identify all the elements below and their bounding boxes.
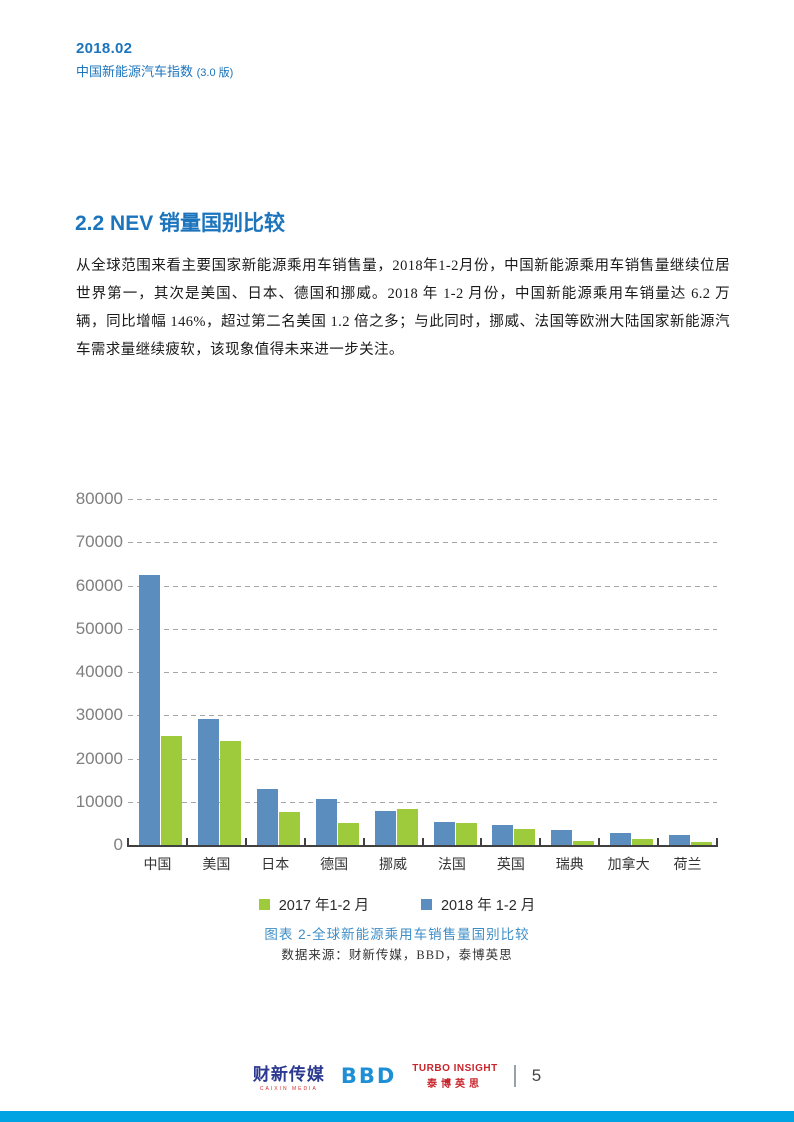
y-axis-tick-label: 0 <box>113 835 123 854</box>
bar-2018 年 1-2 月-瑞典 <box>551 829 573 845</box>
bar-2017 年1-2 月-法国 <box>455 822 477 845</box>
x-axis-tick-mark <box>303 838 306 846</box>
legend-label: 2017 年1-2 月 <box>278 897 369 914</box>
footer-divider <box>513 1065 516 1087</box>
turbo-logo-english: TURBO INSIGHT <box>412 1062 498 1074</box>
bar-2018 年 1-2 月-德国 <box>315 799 337 845</box>
bottom-accent-bar <box>0 1111 794 1122</box>
header-issue-date: 2018.02 <box>76 40 133 57</box>
bar-2017 年1-2 月-德国 <box>337 822 359 845</box>
bar-2018 年 1-2 月-美国 <box>197 718 219 845</box>
x-axis-tick-mark <box>598 838 601 846</box>
x-category-label: 瑞典 <box>555 856 584 872</box>
x-axis-tick-mark <box>539 838 542 846</box>
y-axis-tick-label: 60000 <box>75 575 123 595</box>
page-footer: 财新传媒 CAIXIN MEDIA BBD TURBO INSIGHT 泰博英思… <box>0 1056 794 1096</box>
x-category-label: 挪威 <box>379 856 408 872</box>
bar-2018 年 1-2 月-挪威 <box>374 811 396 845</box>
x-axis-tick-mark <box>127 838 129 846</box>
header-publication-title: 中国新能源汽车指数 (3.0 版) <box>76 61 233 80</box>
bar-2018 年 1-2 月-法国 <box>433 822 455 845</box>
bar-2017 年1-2 月-挪威 <box>396 808 418 845</box>
chart-legend: 2017 年1-2 月 2018 年 1-2 月 <box>0 893 794 915</box>
bar-2017 年1-2 月-加拿大 <box>632 839 654 845</box>
publication-version: (3.0 版) <box>196 67 234 79</box>
page-number: 5 <box>531 1066 542 1085</box>
x-category-label: 日本 <box>261 856 290 872</box>
grid-line <box>128 585 717 587</box>
x-axis-tick-mark <box>716 838 718 846</box>
turbo-logo-chinese: 泰博英思 <box>426 1078 483 1090</box>
section-title: 2.2 NEV 销量国别比较 <box>75 212 286 235</box>
grid-line <box>128 499 717 500</box>
bar-2018 年 1-2 月-荷兰 <box>669 834 691 845</box>
publication-name: 中国新能源汽车指数 <box>76 64 194 79</box>
y-axis-tick-label: 20000 <box>75 748 123 768</box>
grid-line <box>128 542 717 544</box>
bar-2018 年 1-2 月-日本 <box>256 789 278 845</box>
bar-2017 年1-2 月-中国 <box>161 735 182 845</box>
legend-item: 2017 年1-2 月 <box>258 894 369 915</box>
y-axis-tick-label: 40000 <box>75 662 123 681</box>
bar-2017 年1-2 月-英国 <box>514 829 536 845</box>
bar-2018 年 1-2 月-加拿大 <box>610 833 632 845</box>
bbd-logo: BBD <box>340 1064 397 1088</box>
turbo-insight-logo: TURBO INSIGHT 泰博英思 <box>412 1063 497 1090</box>
grid-line <box>128 628 717 630</box>
grid-line <box>128 801 717 803</box>
bar-2017 年1-2 月-瑞典 <box>573 841 595 845</box>
x-axis-tick-mark <box>244 838 247 846</box>
legend-swatch <box>258 898 270 910</box>
legend-item: 2018 年 1-2 月 <box>420 894 536 915</box>
x-axis-tick-mark <box>362 838 365 846</box>
body-paragraph: 从全球范围来看主要国家新能源乘用车销售量，2018年1-2月份，中国新能源乘用车… <box>76 258 730 358</box>
y-axis-tick-label: 50000 <box>75 618 123 638</box>
y-axis-tick-label: 80000 <box>75 489 123 508</box>
legend-swatch <box>420 898 432 910</box>
x-axis-tick-mark <box>657 838 660 846</box>
bar-2018 年 1-2 月-中国 <box>139 574 160 845</box>
x-category-label: 英国 <box>496 856 525 872</box>
page-header: 2018.02 中国新能源汽车指数 (3.0 版) <box>76 40 233 80</box>
x-category-label: 德国 <box>320 856 349 872</box>
caixin-logo-text: 财新传媒 <box>252 1065 325 1084</box>
bar-2017 年1-2 月-日本 <box>278 812 300 845</box>
x-category-label: 美国 <box>202 856 231 872</box>
bar-2018 年 1-2 月-英国 <box>492 825 514 845</box>
grid-line <box>128 672 717 673</box>
figure-caption: 图表 2-全球新能源乘用车销售量国别比较 <box>264 927 530 942</box>
x-category-label: 荷兰 <box>673 856 702 872</box>
caixin-media-logo: 财新传媒 CAIXIN MEDIA <box>253 1060 325 1092</box>
x-axis-tick-mark <box>185 838 188 846</box>
y-axis-tick-label: 10000 <box>75 791 123 811</box>
x-category-label: 加拿大 <box>607 856 650 872</box>
grid-line <box>128 715 717 717</box>
legend-label: 2018 年 1-2 月 <box>440 897 536 914</box>
x-axis-line <box>127 845 718 847</box>
bar-2017 年1-2 月-荷兰 <box>691 842 713 845</box>
x-axis-tick-mark <box>421 838 424 846</box>
x-category-label: 法国 <box>437 856 466 872</box>
bar-2017 年1-2 月-美国 <box>219 741 241 845</box>
y-axis-tick-label: 30000 <box>75 705 123 725</box>
figure-source: 数据来源：财新传媒，BBD，泰博英思 <box>281 948 513 962</box>
x-category-label: 中国 <box>143 856 172 872</box>
x-axis-tick-mark <box>480 838 483 846</box>
y-axis-tick-label: 70000 <box>75 532 123 552</box>
grid-line <box>128 758 717 760</box>
caixin-logo-subtext: CAIXIN MEDIA <box>259 1086 318 1092</box>
